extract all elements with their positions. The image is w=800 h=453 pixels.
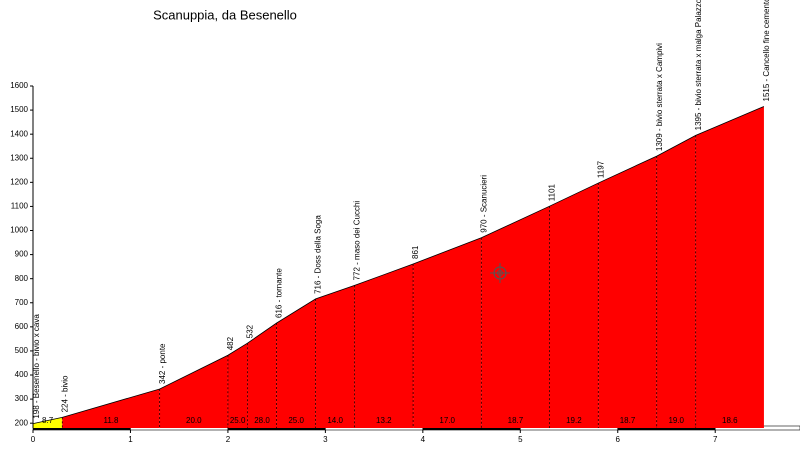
x-tick-label: 5 [518, 435, 523, 444]
y-tick-label: 1400 [10, 129, 28, 138]
gradient-label: 11.8 [103, 416, 119, 425]
x-tick-label: 7 [713, 435, 718, 444]
point-label: 772 - maso dei Cucchi [353, 201, 362, 281]
gradient-label: 20.0 [186, 416, 202, 425]
profile-segment [159, 355, 228, 428]
gradient-label: 13.2 [376, 416, 392, 425]
chart-title: Scanuppia, da Besenello [153, 7, 297, 22]
gradient-label: 25.0 [288, 416, 304, 425]
y-tick-label: 700 [15, 298, 29, 307]
gradient-label: 18.7 [508, 416, 524, 425]
y-tick-label: 400 [15, 370, 29, 379]
target-icon [490, 263, 510, 283]
y-tick-label: 300 [15, 394, 29, 403]
profile-segment [656, 135, 696, 429]
profile-segment [276, 298, 316, 428]
profile-segment [227, 343, 248, 428]
y-tick-label: 1600 [10, 81, 28, 90]
profile-segment [695, 106, 764, 428]
y-tick-label: 600 [15, 322, 29, 331]
point-label: 198 - Besenello - bivio x cava [32, 314, 41, 419]
point-label: 861 [411, 245, 420, 259]
x-tick-label: 6 [616, 435, 621, 444]
point-label: 342 - ponte [158, 343, 167, 384]
y-tick-label: 1100 [11, 202, 29, 211]
gradient-label: 8.7 [42, 416, 54, 425]
y-tick-label: 1300 [10, 153, 28, 162]
profile-segment [598, 156, 657, 428]
y-tick-label: 900 [15, 250, 29, 259]
gradient-label: 25.0 [230, 416, 246, 425]
x-tick-label: 2 [226, 435, 231, 444]
gradient-label: 19.2 [566, 416, 582, 425]
profile-segment [481, 206, 550, 428]
point-label: 1101 [548, 183, 557, 201]
x-tick-label: 0 [31, 435, 36, 444]
y-tick-label: 500 [15, 346, 29, 355]
y-tick-label: 1500 [10, 105, 28, 114]
point-label: 1309 - bivio sterrata x Campivi [655, 43, 664, 151]
profile-segment [62, 388, 160, 428]
point-label: 532 [246, 324, 255, 338]
y-tick-label: 1000 [10, 226, 28, 235]
y-tick-label: 200 [15, 418, 29, 427]
y-tick-label: 1200 [10, 177, 28, 186]
gradient-label: 19.0 [668, 416, 684, 425]
gradient-label: 14.0 [327, 416, 343, 425]
x-tick-label: 4 [421, 435, 426, 444]
point-label: 970 - Scanucieri [479, 175, 488, 233]
point-label: 1395 - bivio sterrata x malga Palazzo [694, 0, 703, 130]
gradient-label: 18.6 [722, 416, 738, 425]
point-label: 1197 [596, 160, 605, 178]
gradient-label: 28.0 [254, 416, 270, 425]
profile-segment [413, 237, 482, 428]
gradient-label: 18.7 [620, 416, 636, 425]
point-label: 616 - tornante [275, 268, 284, 318]
profile-segment [33, 417, 63, 428]
x-tick-label: 3 [323, 435, 328, 444]
profile-segment [354, 263, 414, 428]
x-tick-label: 1 [128, 435, 133, 444]
point-label: 482 [226, 336, 235, 350]
point-label: 1515 - Cancello fine cemento [762, 0, 771, 101]
y-tick-label: 800 [15, 274, 29, 283]
profile-segment [315, 285, 355, 428]
gradient-label: 17.0 [439, 416, 455, 425]
point-label: 224 - bivio [60, 375, 69, 412]
point-label: 716 - Doss della Soga [314, 215, 323, 294]
profile-segment [549, 183, 599, 428]
profile-segment [247, 322, 277, 428]
